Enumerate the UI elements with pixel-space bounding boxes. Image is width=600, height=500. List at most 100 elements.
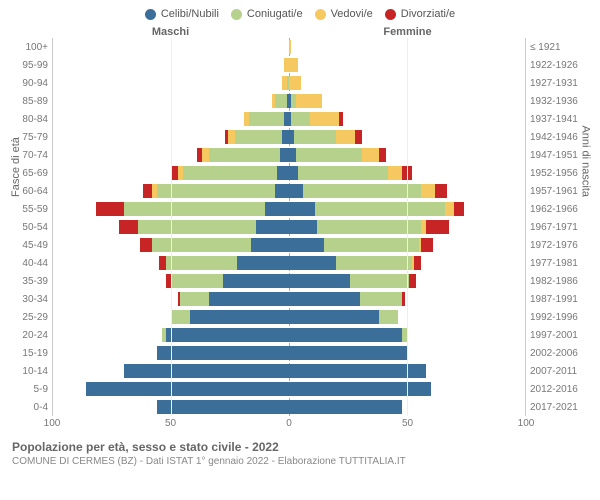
bar-segment-single xyxy=(86,382,289,396)
legend-swatch xyxy=(385,9,396,20)
pyramid-row xyxy=(53,92,525,110)
bar xyxy=(178,292,289,306)
bar-segment-single xyxy=(289,220,317,234)
bar xyxy=(143,184,289,198)
bar xyxy=(289,112,343,126)
legend: Celibi/NubiliConiugati/eVedovi/eDivorzia… xyxy=(12,8,588,20)
bar-rows xyxy=(53,38,525,416)
age-label: 30-34 xyxy=(12,290,52,308)
bar xyxy=(197,148,289,162)
bar xyxy=(289,382,431,396)
pyramid-row xyxy=(53,254,525,272)
bar xyxy=(272,94,289,108)
bar xyxy=(289,220,449,234)
legend-item: Divorziati/e xyxy=(385,8,455,20)
age-label: 55-59 xyxy=(12,200,52,218)
pyramid-row xyxy=(53,218,525,236)
bar-segment-single xyxy=(289,202,315,216)
bar-segment-single xyxy=(157,346,289,360)
column-headers: Maschi Femmine xyxy=(12,26,588,38)
bar-segment-married xyxy=(209,148,280,162)
bar xyxy=(289,274,416,288)
bar xyxy=(289,202,464,216)
y-axis-label-left: Fasce di età xyxy=(10,137,22,197)
bar xyxy=(289,310,398,324)
bar-segment-single xyxy=(289,328,402,342)
gridline xyxy=(171,38,172,416)
age-label: 0-4 xyxy=(12,398,52,416)
pyramid-row xyxy=(53,236,525,254)
birth-year-label: 1962-1966 xyxy=(526,200,588,218)
legend-swatch xyxy=(145,9,156,20)
birth-year-label: 2007-2011 xyxy=(526,362,588,380)
age-label: 40-44 xyxy=(12,254,52,272)
bar-segment-single xyxy=(157,400,289,414)
birth-year-label: 1997-2001 xyxy=(526,326,588,344)
bar xyxy=(289,400,402,414)
birth-year-label: 1982-1986 xyxy=(526,272,588,290)
bar-segment-single xyxy=(251,238,289,252)
pyramid-row xyxy=(53,56,525,74)
legend-label: Coniugati/e xyxy=(247,8,303,20)
pyramid-row xyxy=(53,200,525,218)
chart-container: { "legend": [ {"label": "Celibi/Nubili",… xyxy=(0,0,600,500)
bar-segment-married xyxy=(379,310,398,324)
bar-segment-single xyxy=(289,274,350,288)
bar-segment-married xyxy=(317,220,421,234)
pyramid-row xyxy=(53,164,525,182)
bar-segment-divorced xyxy=(421,238,433,252)
bar-segment-single xyxy=(289,310,379,324)
bar-segment-married xyxy=(157,184,275,198)
bar xyxy=(289,58,298,72)
bar xyxy=(289,130,362,144)
bar-segment-single xyxy=(256,220,289,234)
birth-year-label: ≤ 1921 xyxy=(526,38,588,56)
bar xyxy=(289,328,407,342)
bar-segment-married xyxy=(315,202,445,216)
age-label: 20-24 xyxy=(12,326,52,344)
bar-segment-single xyxy=(237,256,289,270)
bar xyxy=(95,202,289,216)
legend-label: Celibi/Nubili xyxy=(161,8,219,20)
bar-segment-divorced xyxy=(409,274,416,288)
bar-segment-single xyxy=(209,292,289,306)
bar xyxy=(140,238,289,252)
x-tick: 100 xyxy=(518,418,535,429)
birth-year-label: 1972-1976 xyxy=(526,236,588,254)
bar xyxy=(119,220,289,234)
bar-segment-widowed xyxy=(445,202,454,216)
birth-year-label: 2002-2006 xyxy=(526,344,588,362)
age-label: 80-84 xyxy=(12,110,52,128)
bar-segment-widowed xyxy=(289,58,298,72)
bar-segment-married xyxy=(171,310,190,324)
bar-segment-single xyxy=(275,184,289,198)
bar xyxy=(166,274,289,288)
pyramid-row xyxy=(53,380,525,398)
birth-year-label: 1992-1996 xyxy=(526,308,588,326)
bar-segment-widowed xyxy=(310,112,338,126)
bar-segment-divorced xyxy=(96,202,124,216)
age-axis: 100+95-9990-9485-8980-8475-7970-7465-696… xyxy=(12,38,52,416)
bar-segment-married xyxy=(138,220,256,234)
bar xyxy=(171,310,289,324)
birth-year-label: 1922-1926 xyxy=(526,56,588,74)
birth-year-label: 1927-1931 xyxy=(526,74,588,92)
y-axis-label-right: Anni di nascita xyxy=(580,125,592,197)
x-tick: 50 xyxy=(165,418,176,429)
age-label: 15-19 xyxy=(12,344,52,362)
chart-subtitle: COMUNE DI CERMES (BZ) - Dati ISTAT 1° ge… xyxy=(12,456,588,467)
bar-segment-single xyxy=(190,310,289,324)
bar-segment-married xyxy=(303,184,421,198)
bar xyxy=(289,166,412,180)
age-label: 35-39 xyxy=(12,272,52,290)
bar-segment-single xyxy=(277,166,289,180)
birth-year-axis: ≤ 19211922-19261927-19311932-19361937-19… xyxy=(526,38,588,416)
bar-segment-widowed xyxy=(421,184,435,198)
bar xyxy=(225,130,289,144)
bar-segment-single xyxy=(289,238,324,252)
bar xyxy=(86,382,289,396)
pyramid-row xyxy=(53,38,525,56)
bar xyxy=(244,112,289,126)
x-tick: 0 xyxy=(286,418,292,429)
pyramid-row xyxy=(53,362,525,380)
